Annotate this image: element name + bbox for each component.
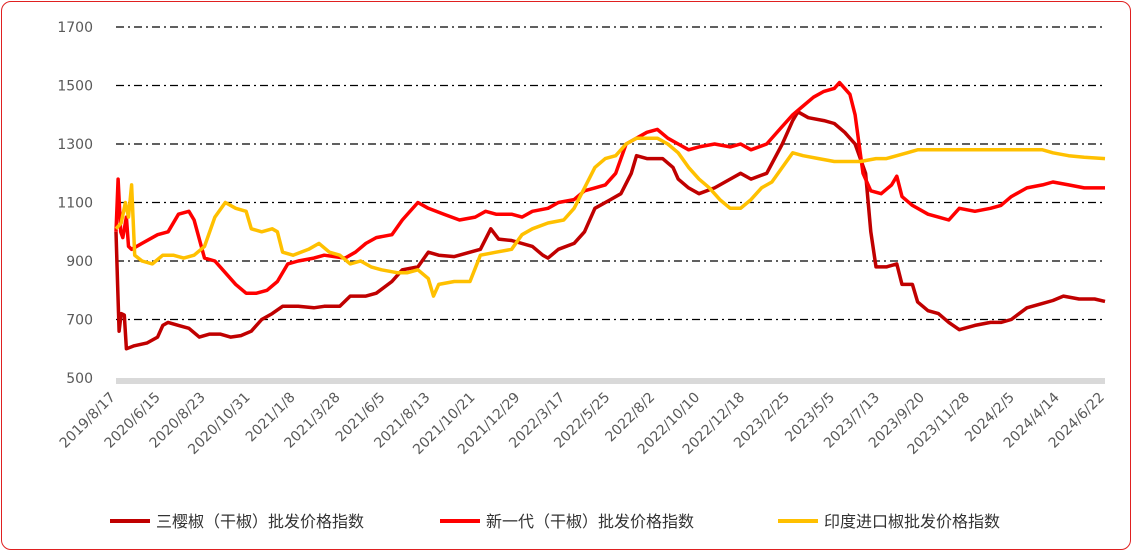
series-line-2 <box>114 80 1105 295</box>
y-tick-label: 700 <box>66 313 93 329</box>
legend-label: 新一代（干椒）批发价格指数 <box>486 512 694 531</box>
legend: 三樱椒（干椒）批发价格指数 新一代（干椒）批发价格指数 印度进口椒批发价格指数 <box>110 512 1000 531</box>
series-lines <box>114 80 1106 351</box>
series-line-3 <box>114 136 1106 298</box>
series-line-1 <box>114 110 1106 351</box>
legend-label: 三樱椒（干椒）批发价格指数 <box>156 512 364 531</box>
y-tick-label: 900 <box>66 254 93 270</box>
legend-label: 印度进口椒批发价格指数 <box>824 512 1000 531</box>
y-axis-ticks: 500 700 900 1100 1300 1500 1700 <box>57 20 93 387</box>
y-tick-label: 1300 <box>57 137 93 153</box>
x-axis-band <box>116 378 1105 384</box>
y-tick-label: 1100 <box>57 196 93 212</box>
y-tick-label: 500 <box>66 371 93 387</box>
y-tick-label: 1700 <box>57 20 93 36</box>
x-axis-ticks: 2019/8/172020/6/152020/8/232020/10/31202… <box>57 389 1108 457</box>
y-tick-label: 1500 <box>57 79 93 95</box>
grid-lines <box>116 26 1105 321</box>
